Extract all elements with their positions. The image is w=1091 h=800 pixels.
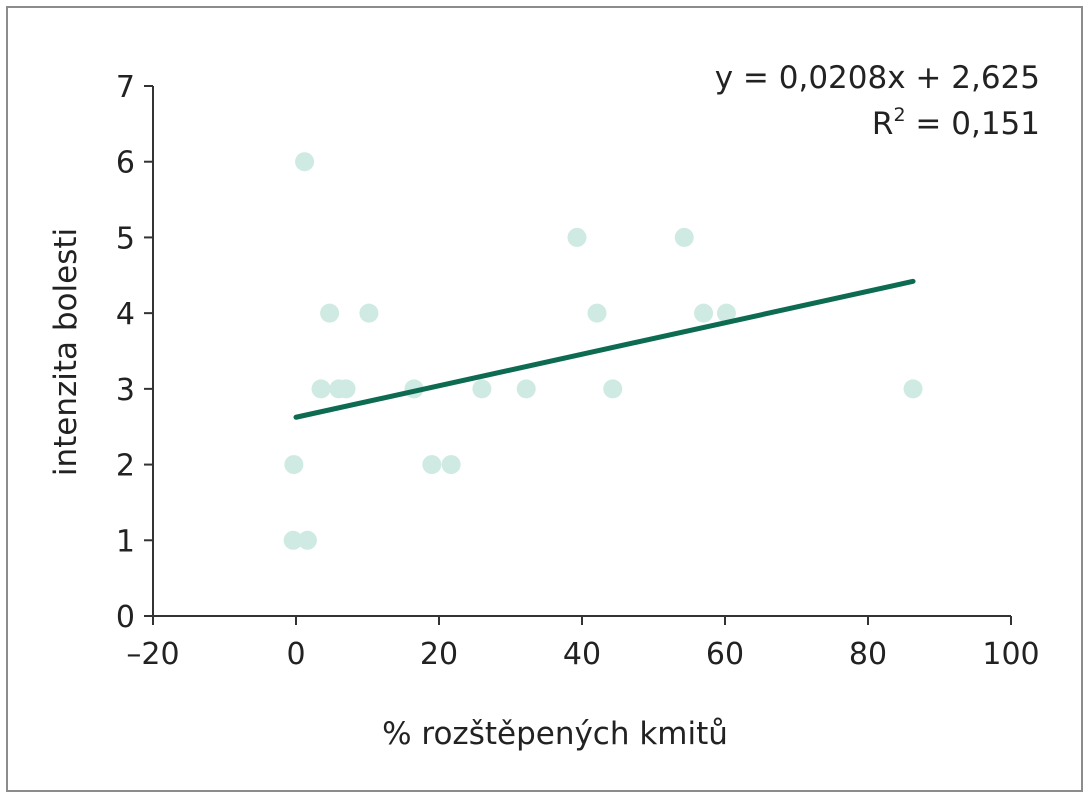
trendline xyxy=(293,278,916,420)
y-tick-label: 2 xyxy=(116,449,135,484)
y-tick-label: 4 xyxy=(116,297,135,332)
y-tick-label: 5 xyxy=(116,221,135,256)
data-point xyxy=(284,455,304,475)
x-tick-label: 0 xyxy=(286,637,305,672)
data-point xyxy=(587,303,607,323)
data-point xyxy=(694,303,714,323)
data-point xyxy=(283,530,303,550)
x-axis-title: % rozštěpených kmitů xyxy=(382,716,728,752)
data-point xyxy=(674,227,694,247)
y-axis-title: intenzita bolesti xyxy=(48,228,84,476)
data-point xyxy=(336,379,356,399)
axes-layer xyxy=(152,86,1011,617)
r-squared-r: R xyxy=(872,106,894,142)
x-tick-label: 60 xyxy=(706,637,744,672)
data-point xyxy=(297,530,317,550)
y-tick-label: 7 xyxy=(116,70,135,105)
chart-frame xyxy=(6,6,1083,792)
x-tick-label: 20 xyxy=(420,637,458,672)
r-squared-label: R2 = 0,151 xyxy=(872,104,1040,142)
data-point xyxy=(472,379,492,399)
data-point xyxy=(311,379,331,399)
x-tick-label: 100 xyxy=(982,637,1039,672)
data-point xyxy=(295,152,315,172)
data-point xyxy=(716,303,736,323)
y-tick-label: 0 xyxy=(116,600,135,635)
points-layer xyxy=(283,152,923,550)
data-point xyxy=(603,379,623,399)
y-tick-label: 1 xyxy=(116,524,135,559)
data-point xyxy=(441,455,461,475)
data-point xyxy=(567,227,587,247)
data-point xyxy=(903,379,923,399)
r-squared-exponent: 2 xyxy=(893,104,905,126)
x-tick-label: 80 xyxy=(849,637,887,672)
x-tick-label: –20 xyxy=(126,637,179,672)
data-point xyxy=(320,303,340,323)
x-tick-label: 40 xyxy=(563,637,601,672)
regression-equation: y = 0,0208x + 2,625 xyxy=(715,60,1040,96)
x-ticks: –20 0 20 40 60 80 100 xyxy=(126,616,1040,672)
data-point xyxy=(359,303,379,323)
data-point xyxy=(422,455,442,475)
data-point xyxy=(516,379,536,399)
y-ticks: 0 1 2 3 4 5 6 7 xyxy=(116,70,153,635)
y-tick-label: 6 xyxy=(116,146,135,181)
y-tick-label: 3 xyxy=(116,373,135,408)
r-squared-value: = 0,151 xyxy=(906,106,1040,142)
